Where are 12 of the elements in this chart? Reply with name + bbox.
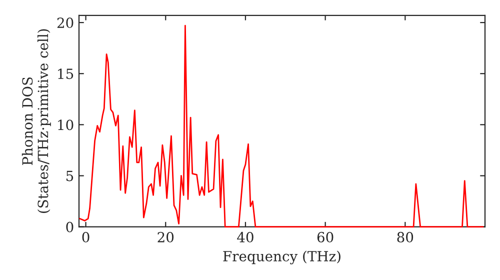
x-tick-label: 20 — [158, 232, 174, 242]
y-tick-label: 15 — [58, 68, 74, 80]
x-tick-label: 0 — [82, 232, 90, 242]
y-tick-label: 5 — [66, 170, 74, 182]
x-axis-title: Frequency (THz) — [223, 250, 340, 264]
y-axis-title: Phonon DOS (States/THz·primitive cell) — [22, 29, 51, 213]
x-tick-label: 80 — [397, 232, 414, 242]
x-tick-label: 40 — [237, 232, 254, 242]
y-tick-label: 20 — [57, 18, 74, 28]
y-tick-label: 10 — [58, 120, 74, 130]
y-tick-label: 0 — [66, 222, 74, 232]
x-tick-label: 60 — [317, 232, 334, 242]
